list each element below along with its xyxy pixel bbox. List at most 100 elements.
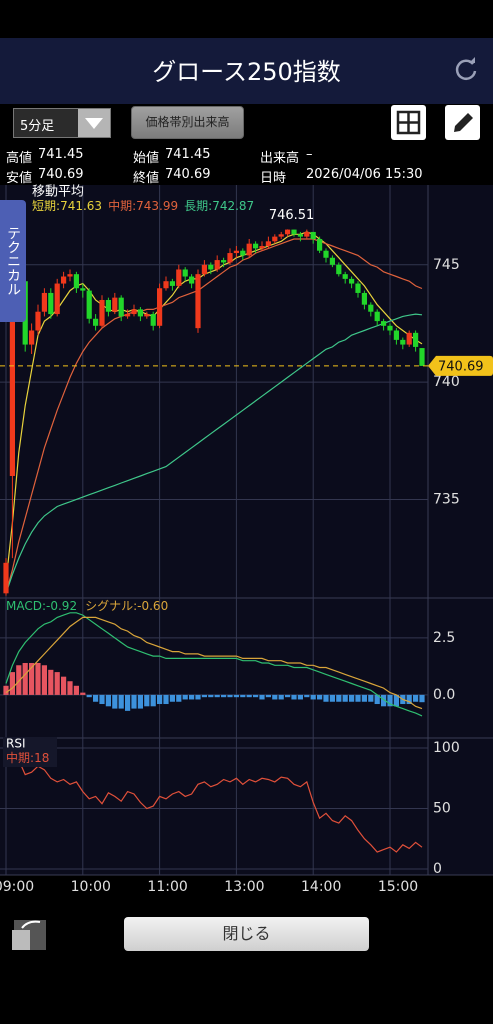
histogram-bar — [317, 694, 323, 700]
interval-dropdown[interactable]: 5分足 — [13, 108, 111, 138]
candle-body — [86, 290, 92, 319]
indicator-line — [5, 616, 423, 710]
histogram-bar — [233, 694, 239, 698]
histogram-bar — [304, 694, 310, 698]
histogram-bar — [310, 694, 316, 700]
candle-body — [214, 260, 220, 270]
candle-body — [355, 283, 361, 293]
legend-part: 742.87 — [212, 199, 254, 213]
layout-icon[interactable] — [391, 105, 426, 140]
histogram-bar — [48, 669, 54, 695]
histogram-bar — [144, 694, 150, 707]
technical-tab[interactable]: テクニカル — [0, 200, 26, 322]
candle-body — [176, 269, 182, 286]
legend-part: -0.60 — [137, 599, 168, 613]
candle-body — [29, 330, 35, 345]
legend: 中期:743.99 — [108, 198, 178, 213]
x-tick-label: 11:00 — [147, 879, 187, 895]
candle-body — [189, 276, 195, 284]
histogram-bar — [176, 694, 182, 702]
histogram-bar — [355, 694, 361, 702]
candle-body — [246, 243, 252, 256]
current-price-tag — [428, 355, 493, 376]
histogram-bar — [253, 694, 259, 698]
quote-value: 740.69 — [38, 167, 84, 182]
histogram-bar — [118, 694, 124, 709]
candle-body — [381, 321, 387, 326]
histogram-bar — [157, 694, 163, 705]
histogram-bar — [387, 694, 393, 707]
histogram-bar — [393, 694, 399, 707]
chart-background — [0, 185, 493, 875]
candle-body — [41, 292, 47, 312]
legend-part: : — [30, 751, 34, 765]
histogram-bar — [105, 694, 111, 707]
candle-body — [35, 311, 41, 331]
legend-part: シグナル — [85, 599, 133, 613]
current-price-label: 740.69 — [438, 359, 484, 374]
candle-body — [323, 250, 329, 258]
candle-body — [48, 292, 54, 315]
histogram-bar — [368, 694, 374, 702]
quote-value: 740.69 — [165, 167, 211, 182]
candle-body — [182, 269, 188, 277]
histogram-bar — [80, 692, 86, 695]
header-title: グロース250指数 — [152, 58, 341, 86]
legend: 長期:742.87 — [184, 199, 254, 213]
candle-body — [259, 246, 265, 249]
histogram-bar — [131, 694, 137, 709]
candle-body — [413, 332, 419, 347]
histogram-bar — [35, 662, 41, 695]
histogram-bar — [29, 662, 35, 695]
candle-body — [54, 283, 60, 315]
histogram-bar — [208, 694, 214, 698]
legend: 中期:18 — [6, 750, 49, 765]
histogram-bar — [54, 672, 60, 695]
quote-value: 2026/04/06 15:30 — [306, 167, 423, 182]
rotate-icon[interactable] — [10, 916, 48, 952]
x-tick-label: 09:00 — [0, 879, 34, 895]
volume-profile-button[interactable]: 価格帯別出来高 — [131, 106, 244, 139]
y-tick-label: 2.5 — [433, 630, 455, 646]
legend-title: RSI — [6, 737, 26, 751]
quote-label: 始値 — [133, 151, 160, 166]
legend-part: : — [208, 199, 212, 213]
histogram-bar — [413, 694, 419, 702]
y-tick-label: 0 — [433, 861, 442, 877]
high-label: 746.51 — [269, 208, 315, 223]
candle-body — [112, 297, 118, 312]
x-tick-label: 13:00 — [224, 879, 264, 895]
candle-body — [144, 314, 150, 317]
close-button[interactable]: 閉じる — [124, 917, 369, 951]
candle-body — [125, 314, 131, 317]
histogram-bar — [381, 694, 387, 707]
legend-background — [3, 737, 57, 767]
histogram-bar — [406, 694, 412, 705]
histogram-bar — [73, 685, 79, 695]
draw-icon[interactable] — [445, 105, 480, 140]
candle-body — [233, 250, 239, 254]
candle-body — [157, 288, 163, 326]
legend-part: -0.92 — [46, 599, 77, 613]
y-tick-label: 735 — [433, 491, 460, 507]
dropdown-arrow — [78, 109, 110, 137]
histogram-bar — [265, 694, 271, 698]
candle-body — [131, 309, 137, 315]
candle-body — [201, 264, 207, 275]
candle-body — [406, 332, 412, 345]
candle-body — [137, 309, 143, 317]
candle-body — [163, 281, 169, 289]
candle-body — [105, 299, 111, 312]
candle-body — [297, 234, 303, 237]
histogram-bar — [3, 685, 9, 695]
histogram-bar — [221, 694, 227, 698]
histogram-bar — [214, 694, 220, 698]
candle-body — [387, 325, 393, 331]
histogram-bar — [374, 694, 380, 705]
legend: MACD:-0.92 — [6, 599, 77, 613]
candle-body — [349, 278, 355, 284]
histogram-bar — [189, 694, 195, 700]
histogram-bar — [201, 694, 207, 698]
legend-part: 中期 — [6, 750, 30, 765]
refresh-icon[interactable] — [452, 55, 480, 83]
